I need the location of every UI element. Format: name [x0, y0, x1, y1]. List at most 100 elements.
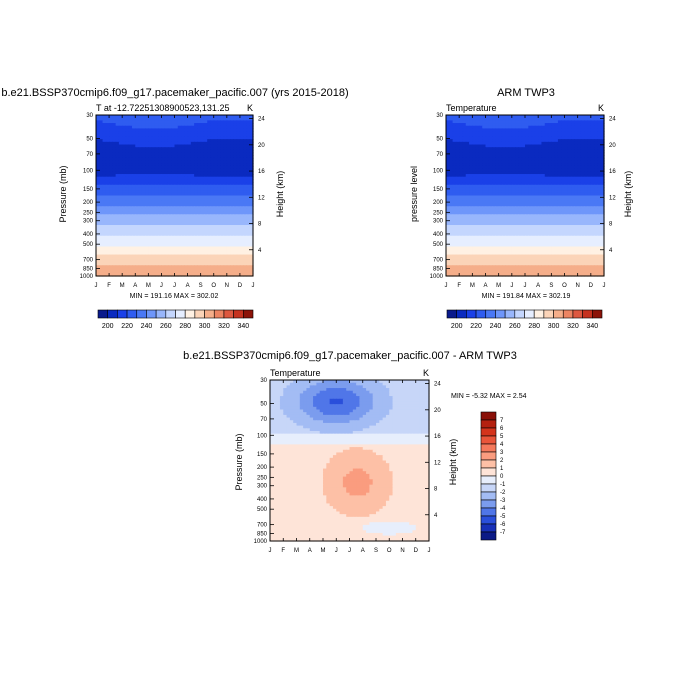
field-cell	[551, 141, 556, 146]
field-cell	[161, 270, 166, 274]
field-cell	[99, 184, 104, 189]
field-cell	[197, 125, 202, 130]
field-cell	[217, 187, 221, 191]
field-cell	[243, 203, 248, 207]
field-cell	[564, 211, 569, 215]
field-cell	[600, 192, 605, 197]
field-cell	[230, 273, 234, 277]
field-cell	[485, 163, 490, 167]
field-cell	[455, 171, 460, 175]
field-cell	[115, 259, 120, 264]
field-cell	[131, 257, 136, 261]
field-cell	[243, 246, 248, 250]
field-cell	[243, 133, 248, 138]
field-cell	[239, 270, 244, 274]
field-cell	[99, 133, 104, 138]
field-cell	[167, 241, 172, 245]
field-cell	[511, 125, 516, 130]
field-cell	[511, 179, 516, 183]
field-cell	[594, 182, 599, 186]
field-cell	[243, 211, 248, 215]
field-cell	[531, 128, 536, 132]
field-cell	[207, 249, 212, 253]
field-cell	[194, 206, 198, 210]
field-cell	[525, 163, 529, 167]
field-cell	[105, 176, 110, 180]
field-cell	[164, 270, 169, 274]
field-cell	[135, 131, 140, 135]
field-cell	[236, 117, 241, 121]
field-cell	[498, 171, 503, 175]
field-cell	[498, 195, 503, 199]
field-cell	[109, 225, 113, 229]
field-cell	[181, 165, 185, 170]
field-cell	[534, 200, 539, 205]
field-cell	[148, 125, 153, 130]
field-cell	[109, 125, 113, 130]
y-tick-label: 300	[83, 219, 94, 225]
field-cell	[200, 265, 205, 269]
field-cell	[600, 160, 605, 164]
field-cell	[462, 176, 467, 180]
field-cell	[230, 179, 234, 183]
field-cell	[548, 120, 552, 124]
field-cell	[551, 125, 556, 130]
field-cell	[511, 171, 516, 175]
field-cell	[145, 128, 149, 132]
field-cell	[128, 270, 133, 274]
field-cell	[226, 233, 231, 237]
field-cell	[230, 230, 234, 234]
field-cell	[203, 133, 208, 138]
field-cell	[472, 168, 477, 172]
field-cell	[580, 208, 585, 213]
field-cell	[181, 273, 185, 277]
field-cell	[125, 187, 130, 191]
field-cell	[485, 165, 490, 170]
field-cell	[217, 139, 221, 143]
field-cell	[145, 270, 149, 274]
field-cell	[594, 192, 599, 197]
field-cell	[112, 238, 117, 242]
field-cell	[122, 125, 127, 130]
field-cell	[446, 195, 450, 199]
field-cell	[564, 139, 569, 143]
field-cell	[455, 149, 460, 154]
field-cell	[584, 117, 589, 121]
field-cell	[164, 203, 169, 207]
field-cell	[125, 227, 130, 231]
field-cell	[580, 195, 585, 199]
field-cell	[230, 222, 234, 226]
field-cell	[554, 155, 559, 159]
field-cell	[564, 192, 569, 197]
field-cell	[561, 144, 566, 148]
field-cell	[538, 152, 543, 156]
field-cell	[122, 200, 127, 205]
field-cell	[495, 182, 500, 186]
field-cell	[187, 273, 192, 277]
field-cell	[164, 155, 169, 159]
field-cell	[452, 165, 457, 170]
field-cell	[223, 149, 228, 154]
field-cell	[541, 200, 546, 205]
field-cell	[505, 203, 510, 207]
field-cell	[148, 131, 153, 135]
field-cell	[128, 262, 133, 266]
field-cell	[187, 222, 192, 226]
field-cell	[554, 157, 559, 162]
field-cell	[577, 115, 582, 119]
field-cell	[200, 149, 205, 154]
field-cell	[148, 241, 153, 245]
field-cell	[482, 147, 487, 151]
field-cell	[174, 254, 179, 258]
field-cell	[131, 273, 136, 277]
field-cell	[210, 128, 215, 132]
field-cell	[505, 174, 510, 178]
field-cell	[213, 249, 218, 253]
field-cell	[249, 200, 254, 205]
field-cell	[554, 165, 559, 170]
field-cell	[505, 216, 510, 221]
field-cell	[472, 152, 477, 156]
field-cell	[125, 198, 130, 202]
field-cell	[567, 208, 572, 213]
field-cell	[452, 182, 457, 186]
